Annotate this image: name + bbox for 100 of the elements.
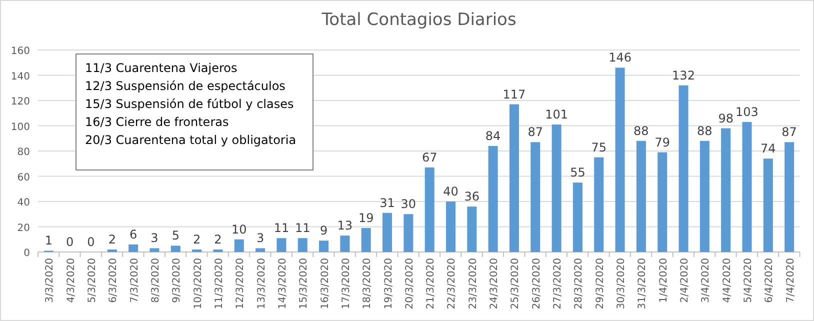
- x-tick-label: 24/3/2020: [489, 258, 500, 310]
- data-label: 98: [718, 111, 734, 126]
- x-tick-label: 5/4/2020: [742, 258, 754, 303]
- x-tick-label: 1/4/2020: [658, 258, 670, 303]
- x-tick-label: 12/3/2020: [235, 258, 246, 310]
- y-tick-label: 120: [10, 96, 30, 108]
- x-tick-label: 17/3/2020: [340, 258, 352, 310]
- y-tick-label: 40: [17, 198, 30, 208]
- bar: [784, 142, 794, 252]
- data-label: 40: [443, 184, 458, 198]
- data-label: 36: [464, 190, 480, 204]
- data-label: 0: [66, 235, 74, 249]
- data-label: 132: [672, 68, 695, 82]
- data-label: 2: [214, 232, 222, 246]
- bar: [678, 85, 688, 252]
- data-label: 67: [422, 150, 438, 164]
- bar: [361, 228, 371, 252]
- data-label: 19: [358, 211, 374, 226]
- y-tick-label: 0: [24, 248, 30, 259]
- x-tick-label: 3/4/2020: [700, 258, 712, 303]
- bar: [170, 246, 180, 252]
- y-tick-label: 140: [10, 71, 30, 82]
- x-tick-label: 13/3/2020: [256, 258, 268, 310]
- bar: [446, 202, 456, 252]
- data-label: 75: [591, 140, 607, 154]
- x-tick-label: 21/3/2020: [426, 258, 437, 310]
- bar: [298, 238, 308, 252]
- x-tick-label: 27/3/2020: [552, 258, 564, 310]
- x-tick-label: 9/3/2020: [172, 258, 183, 303]
- x-tick-label: 15/3/2020: [298, 258, 310, 310]
- x-tick-label: 19/3/2020: [383, 258, 394, 310]
- data-label: 87: [528, 125, 544, 140]
- data-label: 11: [294, 221, 310, 236]
- x-tick-label: 7/4/2020: [785, 258, 796, 303]
- x-tick-label: 6/4/2020: [764, 258, 776, 303]
- data-label: 31: [380, 196, 395, 210]
- annotation: 16/3 Cierre de fronteras: [85, 115, 229, 129]
- x-tick-label: 20/3/2020: [404, 258, 416, 310]
- bar: [424, 167, 434, 252]
- data-label: 87: [782, 125, 797, 140]
- y-tick-label: 100: [10, 122, 30, 133]
- data-label: 5: [172, 228, 180, 243]
- data-label: 117: [502, 87, 526, 102]
- data-label: 11: [274, 221, 290, 236]
- bar: [594, 157, 604, 252]
- bar: [552, 124, 562, 252]
- x-tick-label: 16/3/2020: [320, 258, 331, 310]
- y-tick-label: 80: [17, 147, 30, 158]
- bar: [319, 240, 329, 252]
- annotation: 15/3 Suspensión de fútbol y clases: [85, 97, 294, 111]
- x-tick-label: 22/3/2020: [446, 258, 458, 310]
- y-tick-label: 20: [17, 222, 30, 234]
- x-tick-label: 31/3/2020: [637, 258, 648, 310]
- bar: [467, 206, 477, 252]
- data-label: 3: [150, 231, 158, 246]
- data-label: 1: [44, 234, 53, 248]
- y-tick-label: 160: [10, 46, 30, 57]
- data-label: 30: [400, 197, 416, 212]
- data-label: 146: [608, 50, 632, 65]
- x-tick-label: 5/3/2020: [87, 258, 98, 303]
- data-label: 101: [545, 107, 568, 122]
- data-label: 55: [570, 166, 586, 180]
- x-tick-label: 11/3/2020: [214, 258, 225, 310]
- bar: [382, 212, 392, 252]
- x-tick-label: 28/3/2020: [574, 258, 585, 310]
- bar: [128, 244, 138, 252]
- x-tick-label: 4/4/2020: [722, 258, 733, 303]
- data-label: 9: [320, 224, 328, 238]
- data-label: 10: [231, 222, 247, 236]
- bar: [509, 104, 519, 252]
- bar: [276, 238, 286, 252]
- bar: [340, 236, 350, 252]
- data-label: 79: [654, 135, 670, 150]
- annotation: 20/3 Cuarentena total y obligatoria: [85, 133, 296, 147]
- bar: [636, 140, 646, 252]
- x-tick-label: 30/3/2020: [616, 258, 628, 310]
- x-tick-label: 14/3/2020: [277, 258, 288, 310]
- bar: [615, 68, 625, 252]
- data-label: 3: [256, 231, 264, 246]
- bar: [192, 249, 202, 252]
- x-tick-label: 18/3/2020: [362, 258, 374, 310]
- bar: [763, 158, 773, 252]
- x-tick-label: 8/3/2020: [150, 258, 162, 303]
- bar: [700, 140, 710, 252]
- data-label: 103: [736, 104, 758, 119]
- x-tick-label: 3/3/2020: [44, 258, 56, 303]
- x-tick-label: 7/3/2020: [129, 258, 140, 303]
- bar: [107, 249, 117, 252]
- bar: [150, 248, 160, 252]
- bar: [742, 122, 752, 252]
- x-tick-label: 25/3/2020: [510, 258, 522, 310]
- x-tick-label: 10/3/2020: [192, 258, 204, 310]
- y-tick-label: 60: [17, 172, 30, 184]
- data-label: 88: [634, 124, 649, 138]
- bar: [488, 146, 498, 252]
- annotation: 12/3 Suspensión de espectáculos: [85, 79, 286, 93]
- x-tick-label: 2/4/2020: [680, 258, 691, 303]
- x-tick-label: 6/3/2020: [108, 258, 120, 303]
- data-label: 2: [192, 232, 201, 246]
- data-label: 74: [760, 142, 776, 156]
